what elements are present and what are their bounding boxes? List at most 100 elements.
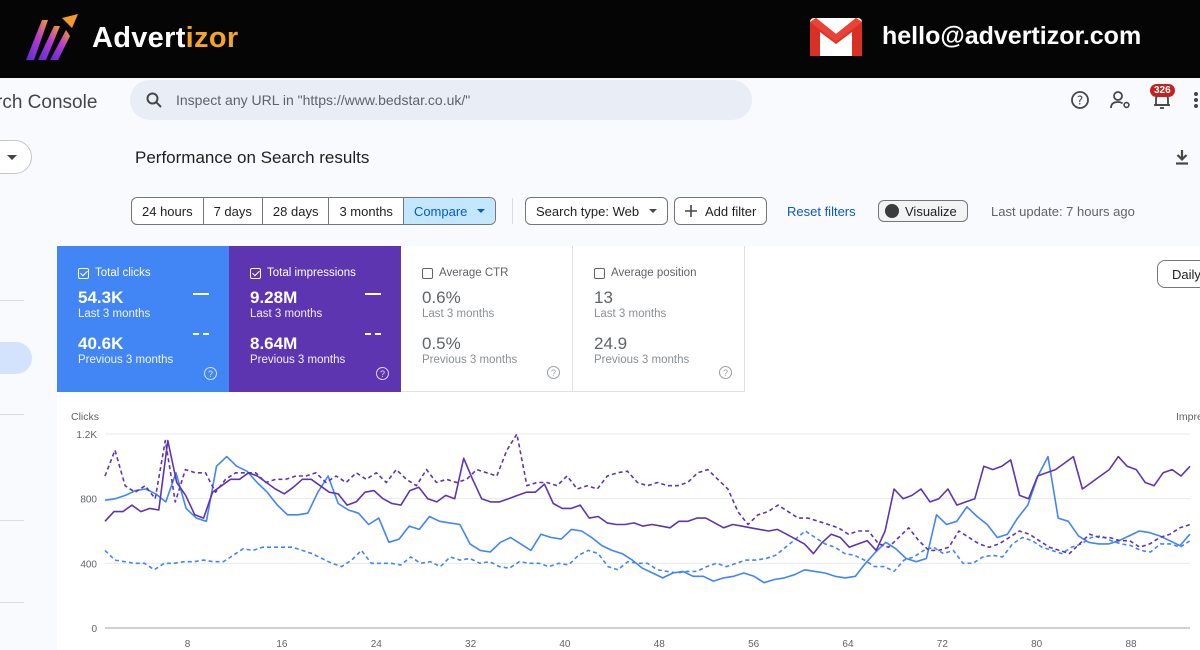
gmail-icon	[810, 18, 862, 56]
x-tick-label: 48	[654, 639, 666, 650]
metric-prev-period: Previous 3 months	[594, 354, 690, 366]
sidebar-item-performance[interactable]	[0, 342, 32, 374]
x-tick-label: 8	[185, 639, 191, 650]
solid-line-legend-icon	[365, 293, 381, 295]
metric-card-clicks[interactable]: Total clicks 54.3K Last 3 months 40.6K P…	[57, 246, 229, 392]
download-icon[interactable]	[1174, 148, 1190, 166]
y-axis-label-left: Clicks	[71, 411, 99, 423]
chevron-down-icon	[477, 209, 486, 213]
metric-period: Last 3 months	[594, 308, 667, 320]
more-vert-icon[interactable]	[1192, 90, 1200, 110]
y-tick-label: 0	[91, 624, 97, 635]
add-filter-button[interactable]: Add filter	[674, 197, 768, 225]
date-range-3m[interactable]: 3 months	[329, 198, 404, 224]
chevron-down-icon	[649, 209, 658, 213]
metric-prev-value: 0.5%	[422, 334, 461, 353]
help-icon[interactable]: ?	[204, 367, 217, 380]
checkbox-checked-icon[interactable]	[78, 267, 89, 279]
help-icon[interactable]: ?	[376, 367, 389, 380]
brand: Advertizor	[22, 10, 238, 66]
manage-users-icon[interactable]	[1110, 90, 1132, 110]
x-tick-label: 72	[937, 639, 949, 650]
x-tick-label: 80	[1031, 639, 1043, 650]
date-range-selector: 24 hours 7 days 28 days 3 months Compare	[131, 197, 497, 225]
metric-period: Last 3 months	[422, 308, 495, 320]
checkbox-checked-icon[interactable]	[250, 267, 261, 279]
visualize-button[interactable]: Visualize	[878, 200, 968, 222]
visualize-icon	[885, 204, 899, 218]
search-console-app: rch Console Inspect any URL in "https://…	[0, 78, 1200, 650]
metric-value: 0.6%	[422, 288, 461, 307]
notifications-badge: 326	[1150, 84, 1175, 97]
last-update-text: Last update: 7 hours ago	[991, 204, 1135, 219]
metric-prev-period: Previous 3 months	[422, 354, 518, 366]
dashed-line-legend-icon	[193, 333, 209, 335]
contact-email[interactable]: hello@advertizor.com	[808, 14, 1141, 58]
metric-value: 9.28M	[250, 288, 298, 307]
y-tick-label: 800	[80, 495, 97, 506]
metric-card-position[interactable]: Average position 13 Last 3 months 24.9 P…	[573, 246, 745, 392]
metric-label: Total clicks	[95, 267, 151, 279]
search-type-label: Search type: Web	[536, 203, 640, 219]
help-icon[interactable]: ?	[1070, 90, 1090, 110]
add-filter-label: Add filter	[705, 203, 757, 219]
metric-period: Last 3 months	[78, 308, 151, 320]
series-line-3	[104, 439, 1191, 555]
checkbox-unchecked-icon[interactable]	[594, 267, 605, 279]
metric-period: Last 3 months	[250, 308, 323, 320]
metric-cards: Total clicks 54.3K Last 3 months 40.6K P…	[57, 246, 1200, 392]
email-text[interactable]: hello@advertizor.com	[882, 21, 1142, 50]
page-title: Performance on Search results	[135, 148, 370, 167]
svg-text:?: ?	[1077, 94, 1083, 108]
metric-card-ctr[interactable]: Average CTR 0.6% Last 3 months 0.5% Prev…	[401, 246, 573, 392]
chevron-down-icon	[7, 155, 17, 160]
x-tick-label: 32	[465, 639, 477, 650]
granularity-dropdown[interactable]: Daily	[1157, 260, 1200, 288]
metric-label: Total impressions	[267, 267, 356, 279]
date-range-24h[interactable]: 24 hours	[132, 198, 204, 224]
y-tick-label: 400	[80, 559, 97, 570]
metric-prev-value: 40.6K	[78, 334, 124, 353]
solid-line-legend-icon	[193, 293, 209, 295]
product-name: rch Console	[0, 92, 98, 113]
dashed-line-legend-icon	[365, 333, 381, 335]
series-line-2	[104, 530, 1191, 574]
search-icon	[146, 92, 162, 108]
x-tick-label: 56	[748, 639, 760, 650]
x-tick-label: 16	[276, 639, 288, 650]
metric-prev-period: Previous 3 months	[78, 354, 174, 366]
search-input[interactable]: Inspect any URL in "https://www.bedstar.…	[176, 92, 471, 108]
y-axis-label-right: Impre	[1176, 411, 1200, 423]
reset-filters-link[interactable]: Reset filters	[787, 204, 856, 219]
date-range-7d[interactable]: 7 days	[204, 198, 263, 224]
help-icon[interactable]: ?	[547, 366, 560, 379]
date-range-28d[interactable]: 28 days	[263, 198, 330, 224]
metric-value: 54.3K	[78, 288, 124, 307]
search-type-dropdown[interactable]: Search type: Web	[525, 197, 669, 225]
checkbox-unchecked-icon[interactable]	[422, 267, 433, 279]
sidebar-divider	[0, 300, 24, 301]
sidebar-divider	[0, 520, 24, 521]
filter-divider	[512, 198, 513, 224]
sidebar-divider	[0, 414, 24, 415]
performance-chart: 0 400 800 1.2K Clicks Impre 8 16 24 32 40 48 56 64 72 8…	[57, 392, 1200, 650]
brand-name: Advertizor	[92, 21, 239, 54]
compare-dropdown[interactable]: Compare	[403, 198, 496, 224]
performance-chart-svg: 0 400 800 1.2K Clicks Impre 8 16 24 32 40 48 56 64 72 8…	[71, 411, 1200, 650]
y-tick-label: 1.2K	[76, 430, 97, 441]
help-icon[interactable]: ?	[719, 366, 732, 379]
visualize-label: Visualize	[905, 203, 957, 219]
x-tick-label: 40	[559, 639, 571, 650]
metric-prev-period: Previous 3 months	[250, 354, 346, 366]
plus-icon	[685, 205, 697, 217]
metric-value: 13	[594, 288, 613, 307]
x-tick-label: 64	[842, 639, 854, 650]
metric-label: Average position	[611, 267, 697, 279]
metric-card-impressions[interactable]: Total impressions 9.28M Last 3 months 8.…	[229, 246, 401, 392]
compare-label: Compare	[413, 203, 468, 219]
metric-prev-value: 8.64M	[250, 334, 298, 353]
property-selector[interactable]	[0, 140, 32, 174]
url-inspect-search[interactable]: Inspect any URL in "https://www.bedstar.…	[130, 80, 752, 120]
series-line-1	[104, 455, 1191, 584]
sidebar-divider	[0, 602, 24, 603]
